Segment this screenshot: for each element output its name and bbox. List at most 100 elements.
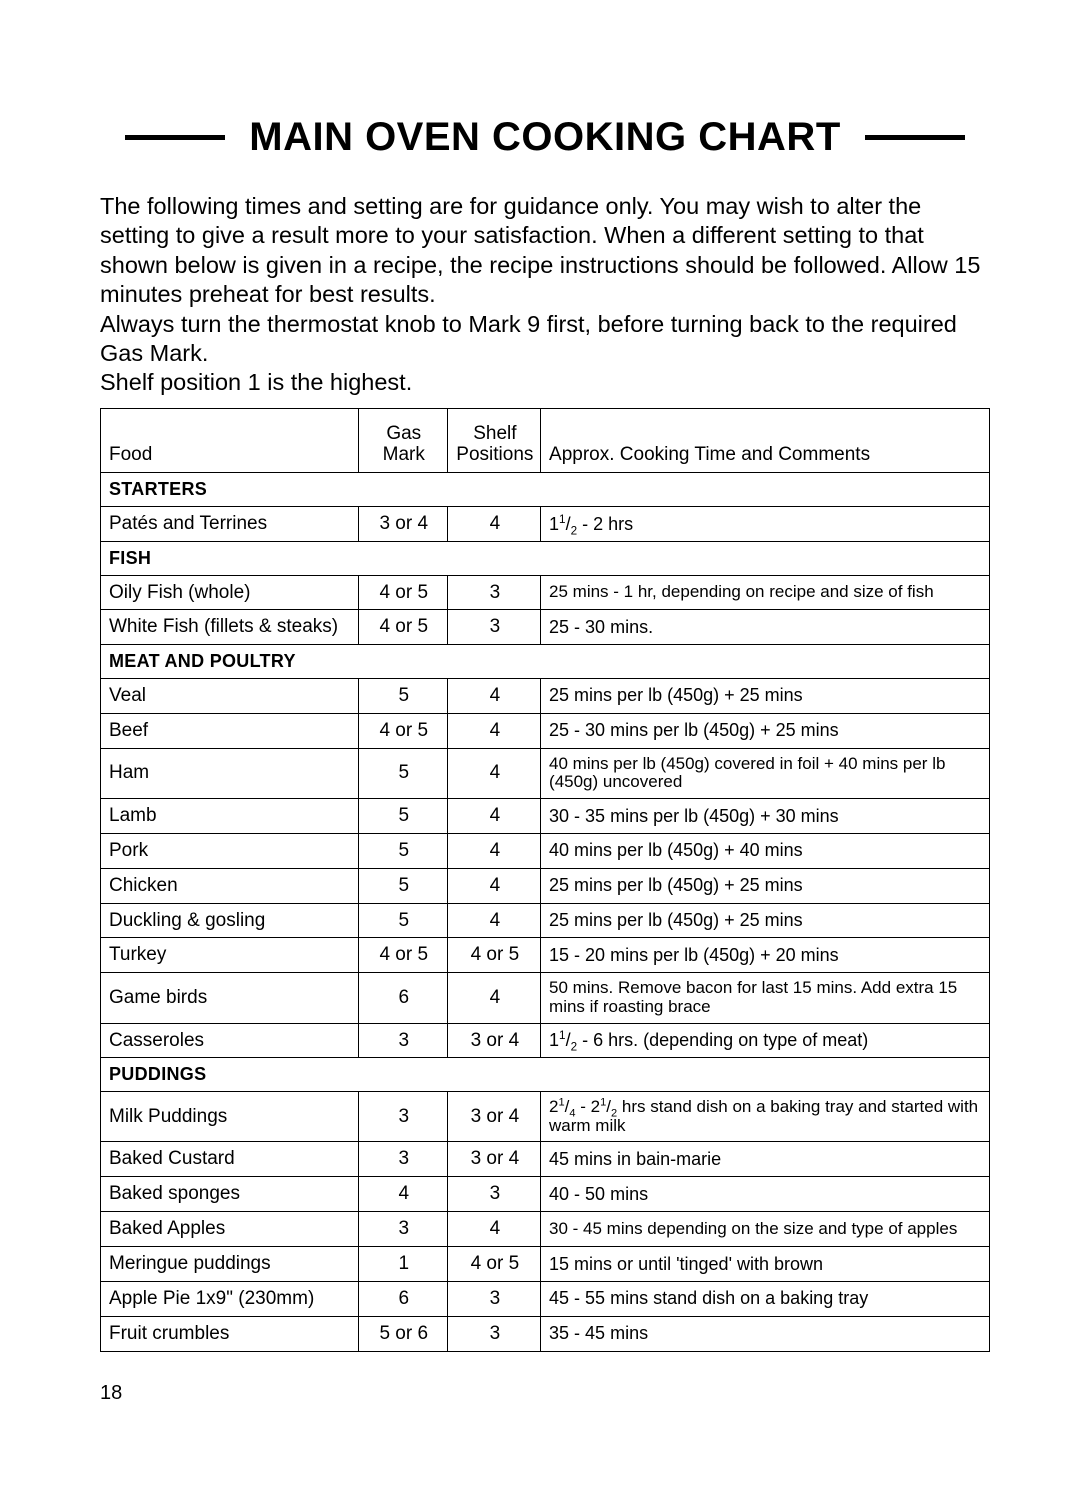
page-number: 18 xyxy=(100,1382,990,1405)
cell-gas-mark: 5 xyxy=(358,903,447,938)
table-row: Turkey4 or 54 or 515 - 20 mins per lb (4… xyxy=(101,938,990,973)
section-header-row: Puddings xyxy=(101,1058,990,1092)
table-row: Patés and Terrines3 or 4411/2 - 2 hrs xyxy=(101,507,990,542)
cell-gas-mark: 5 xyxy=(358,833,447,868)
section-name: Puddings xyxy=(101,1058,990,1092)
cell-food: Beef xyxy=(101,713,359,748)
cell-shelf-position: 3 or 4 xyxy=(447,1092,540,1142)
cell-shelf-position: 4 or 5 xyxy=(447,1247,540,1282)
cell-food: Casseroles xyxy=(101,1023,359,1058)
cell-comments: 11/2 - 2 hrs xyxy=(541,507,990,542)
cell-shelf-position: 4 or 5 xyxy=(447,938,540,973)
intro-block: The following times and setting are for … xyxy=(100,192,990,398)
table-row: Duckling & gosling5425 mins per lb (450g… xyxy=(101,903,990,938)
cell-food: Oily Fish (whole) xyxy=(101,575,359,610)
cell-comments: 45 mins in bain-marie xyxy=(541,1142,990,1177)
section-name: Starters xyxy=(101,473,990,507)
cell-food: Pork xyxy=(101,833,359,868)
cell-food: Baked Apples xyxy=(101,1212,359,1247)
page-title: MAIN OVEN COOKING CHART xyxy=(249,115,841,160)
cell-food: Game birds xyxy=(101,973,359,1023)
cell-gas-mark: 3 or 4 xyxy=(358,507,447,542)
section-header-row: Starters xyxy=(101,473,990,507)
cell-gas-mark: 4 xyxy=(358,1177,447,1212)
cell-gas-mark: 3 xyxy=(358,1023,447,1058)
cell-gas-mark: 3 xyxy=(358,1142,447,1177)
cell-comments: 15 mins or until 'tinged' with brown xyxy=(541,1247,990,1282)
cell-comments: 45 - 55 mins stand dish on a baking tray xyxy=(541,1281,990,1316)
header-row: Food GasMark ShelfPositions Approx. Cook… xyxy=(101,408,990,473)
cell-food: Fruit crumbles xyxy=(101,1316,359,1351)
table-row: Lamb5430 - 35 mins per lb (450g) + 30 mi… xyxy=(101,798,990,833)
cell-food: Ham xyxy=(101,748,359,798)
cell-comments: 11/2 - 6 hrs. (depending on type of meat… xyxy=(541,1023,990,1058)
intro-paragraph: Always turn the thermostat knob to Mark … xyxy=(100,310,990,369)
cell-shelf-position: 4 xyxy=(447,713,540,748)
cell-shelf-position: 4 xyxy=(447,868,540,903)
table-row: Apple Pie 1x9" (230mm)6345 - 55 mins sta… xyxy=(101,1281,990,1316)
intro-paragraph: The following times and setting are for … xyxy=(100,192,990,310)
cell-gas-mark: 5 xyxy=(358,798,447,833)
cell-shelf-position: 4 xyxy=(447,1212,540,1247)
cell-gas-mark: 5 or 6 xyxy=(358,1316,447,1351)
cell-comments: 30 - 35 mins per lb (450g) + 30 mins xyxy=(541,798,990,833)
section-name: Fish xyxy=(101,541,990,575)
cell-comments: 40 mins per lb (450g) covered in foil + … xyxy=(541,748,990,798)
cell-gas-mark: 6 xyxy=(358,973,447,1023)
cell-comments: 25 mins per lb (450g) + 25 mins xyxy=(541,868,990,903)
table-row: Meringue puddings14 or 515 mins or until… xyxy=(101,1247,990,1282)
cell-food: Meringue puddings xyxy=(101,1247,359,1282)
cell-comments: 21/4 - 21/2 hrs stand dish on a baking t… xyxy=(541,1092,990,1142)
cell-shelf-position: 3 xyxy=(447,575,540,610)
table-row: Veal5425 mins per lb (450g) + 25 mins xyxy=(101,678,990,713)
cell-gas-mark: 4 or 5 xyxy=(358,713,447,748)
table-row: White Fish (fillets & steaks)4 or 5325 -… xyxy=(101,610,990,645)
cell-shelf-position: 3 xyxy=(447,610,540,645)
cell-comments: 25 - 30 mins per lb (450g) + 25 mins xyxy=(541,713,990,748)
cell-food: Chicken xyxy=(101,868,359,903)
cell-comments: 25 mins per lb (450g) + 25 mins xyxy=(541,903,990,938)
cell-food: Milk Puddings xyxy=(101,1092,359,1142)
table-row: Baked sponges4340 - 50 mins xyxy=(101,1177,990,1212)
cell-comments: 25 mins - 1 hr, depending on recipe and … xyxy=(541,575,990,610)
cell-food: Lamb xyxy=(101,798,359,833)
table-row: Pork5440 mins per lb (450g) + 40 mins xyxy=(101,833,990,868)
cell-comments: 25 - 30 mins. xyxy=(541,610,990,645)
col-header-comments: Approx. Cooking Time and Comments xyxy=(541,408,990,473)
col-header-gas: GasMark xyxy=(358,408,447,473)
section-name: Meat and Poultry xyxy=(101,645,990,679)
cell-shelf-position: 4 xyxy=(447,678,540,713)
cell-food: Veal xyxy=(101,678,359,713)
cell-gas-mark: 4 or 5 xyxy=(358,610,447,645)
cell-comments: 40 - 50 mins xyxy=(541,1177,990,1212)
cell-gas-mark: 4 or 5 xyxy=(358,575,447,610)
cell-gas-mark: 5 xyxy=(358,678,447,713)
cell-shelf-position: 3 or 4 xyxy=(447,1023,540,1058)
cell-gas-mark: 5 xyxy=(358,868,447,903)
table-row: Baked Apples3430 - 45 mins depending on … xyxy=(101,1212,990,1247)
col-header-food: Food xyxy=(101,408,359,473)
cell-comments: 15 - 20 mins per lb (450g) + 20 mins xyxy=(541,938,990,973)
cell-comments: 30 - 45 mins depending on the size and t… xyxy=(541,1212,990,1247)
table-row: Baked Custard33 or 445 mins in bain-mari… xyxy=(101,1142,990,1177)
cell-food: White Fish (fillets & steaks) xyxy=(101,610,359,645)
cell-gas-mark: 1 xyxy=(358,1247,447,1282)
left-rule xyxy=(125,135,225,140)
cell-shelf-position: 3 or 4 xyxy=(447,1142,540,1177)
right-rule xyxy=(865,135,965,140)
table-row: Fruit crumbles5 or 6335 - 45 mins xyxy=(101,1316,990,1351)
cell-gas-mark: 3 xyxy=(358,1212,447,1247)
cooking-chart-table: Food GasMark ShelfPositions Approx. Cook… xyxy=(100,408,990,1352)
cell-food: Duckling & gosling xyxy=(101,903,359,938)
section-header-row: Meat and Poultry xyxy=(101,645,990,679)
section-header-row: Fish xyxy=(101,541,990,575)
cell-shelf-position: 4 xyxy=(447,798,540,833)
cell-food: Apple Pie 1x9" (230mm) xyxy=(101,1281,359,1316)
cell-comments: 25 mins per lb (450g) + 25 mins xyxy=(541,678,990,713)
table-row: Chicken5425 mins per lb (450g) + 25 mins xyxy=(101,868,990,903)
cell-shelf-position: 4 xyxy=(447,903,540,938)
table-row: Milk Puddings33 or 421/4 - 21/2 hrs stan… xyxy=(101,1092,990,1142)
cell-shelf-position: 4 xyxy=(447,748,540,798)
cell-shelf-position: 4 xyxy=(447,507,540,542)
cell-shelf-position: 4 xyxy=(447,973,540,1023)
